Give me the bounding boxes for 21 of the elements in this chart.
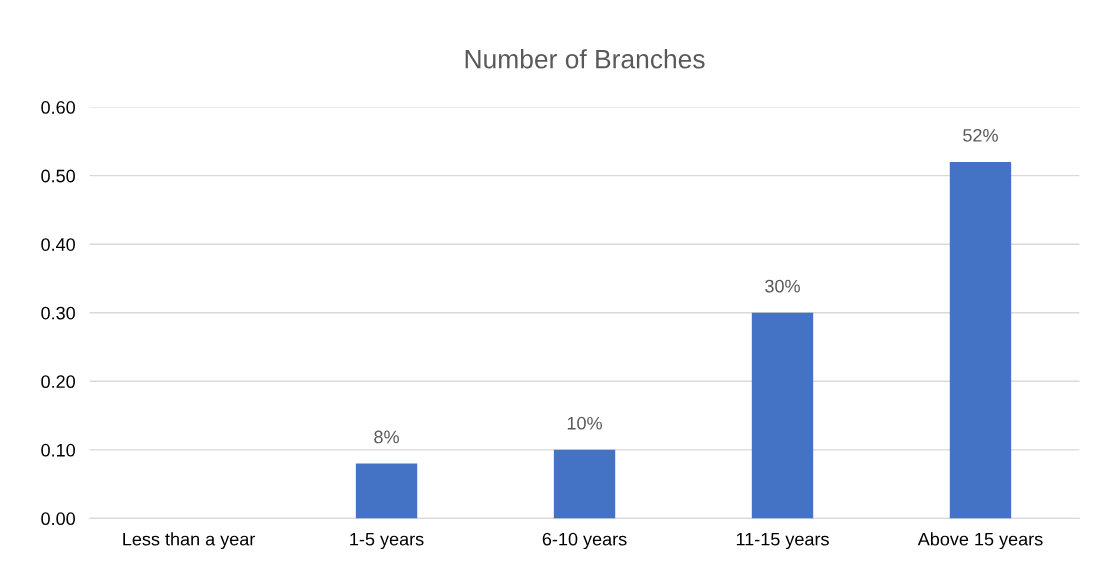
bar [751,312,814,519]
bar [949,161,1012,519]
y-tick-label: 0.30 [41,306,75,320]
data-label: 52% [963,128,998,142]
y-tick-label: 0.40 [41,238,75,251]
x-tick-label: Less than a year [123,532,256,550]
x-tick-label: 11-15 years [736,532,829,550]
data-label: 10% [567,416,602,430]
y-tick-label: 0.60 [41,101,75,114]
y-tick-label: 0.50 [41,169,75,183]
bar [553,449,616,519]
y-tick-label: 0.20 [41,375,75,389]
x-tick-label: Above 15 years [917,532,1043,550]
x-tick-label: 6-10 years [542,532,627,550]
chart-title: Number of Branches [465,49,705,69]
y-tick-label: 0.00 [41,512,75,526]
data-label: 8% [374,430,399,444]
x-tick-label: 1-5 years [350,532,424,550]
bar [355,463,418,519]
y-tick-label: 0.10 [41,443,75,457]
data-label: 30% [765,279,800,293]
